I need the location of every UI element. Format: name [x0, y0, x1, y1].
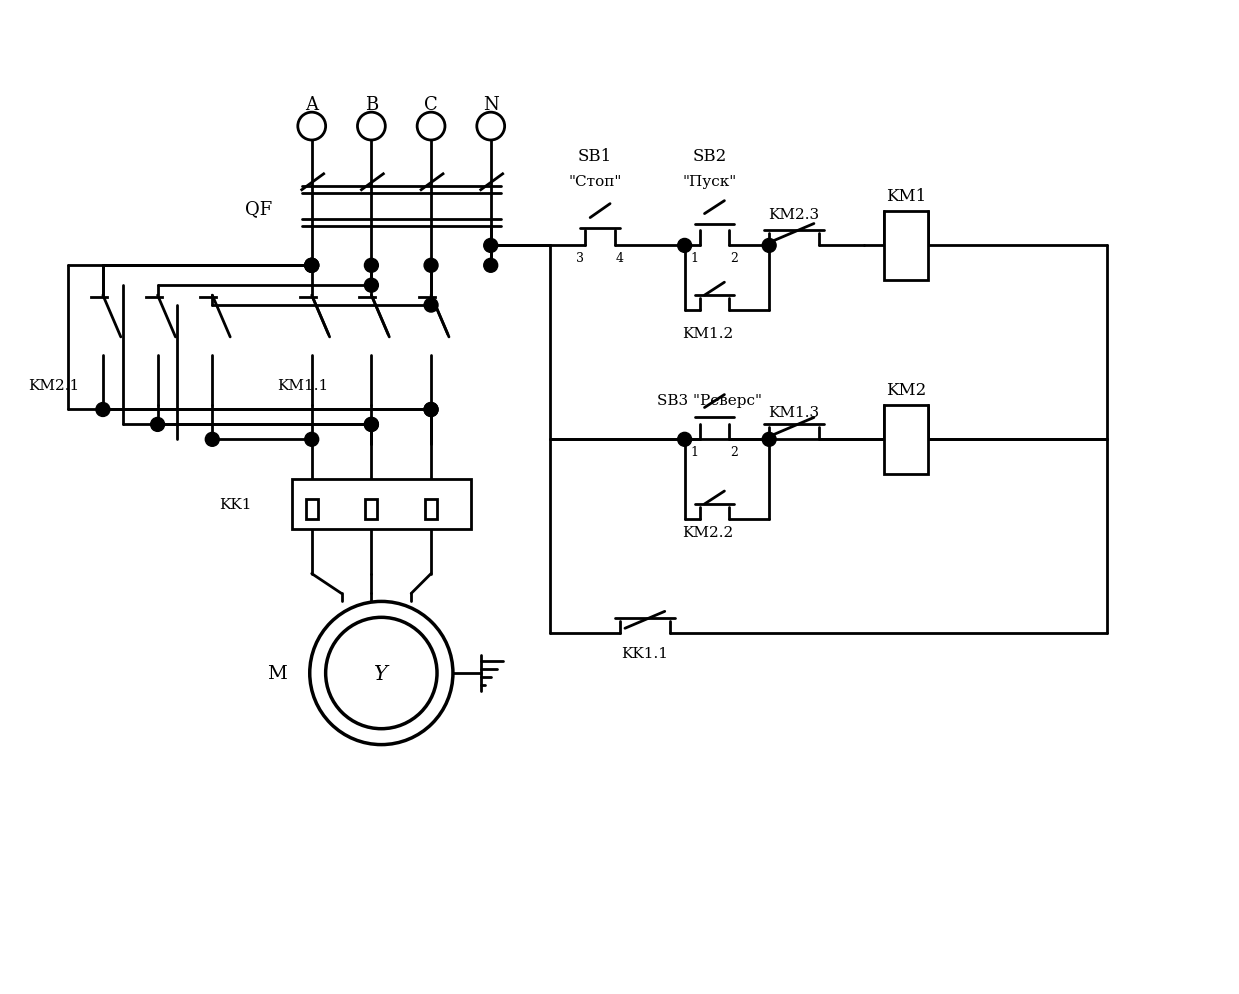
Circle shape: [762, 240, 776, 253]
Text: N: N: [483, 96, 498, 114]
Circle shape: [678, 240, 691, 253]
Bar: [292, 480, 471, 529]
Text: KM2.2: KM2.2: [681, 525, 733, 540]
Text: "Пуск": "Пуск": [683, 175, 737, 189]
Bar: [425, 499, 437, 519]
Text: 2: 2: [731, 445, 738, 458]
Circle shape: [305, 259, 318, 273]
Circle shape: [364, 279, 378, 293]
Text: KM2.3: KM2.3: [768, 208, 819, 222]
Bar: [306, 499, 317, 519]
Text: KK1: KK1: [219, 497, 252, 512]
Circle shape: [424, 259, 439, 273]
Circle shape: [305, 259, 318, 273]
Circle shape: [364, 259, 378, 273]
Text: 1: 1: [690, 445, 699, 458]
Circle shape: [305, 433, 318, 447]
Text: 1: 1: [690, 251, 699, 264]
Text: KK1.1: KK1.1: [621, 646, 668, 660]
Text: "Стоп": "Стоп": [569, 175, 622, 189]
Bar: [883, 406, 928, 475]
Text: C: C: [424, 96, 437, 114]
Circle shape: [151, 418, 165, 432]
Text: B: B: [364, 96, 378, 114]
Text: M: M: [266, 664, 287, 682]
Text: KM2.1: KM2.1: [28, 379, 79, 393]
Circle shape: [364, 418, 378, 432]
Circle shape: [424, 404, 439, 417]
Circle shape: [762, 433, 776, 447]
Bar: [883, 212, 928, 281]
Circle shape: [364, 418, 378, 432]
Text: KM1.2: KM1.2: [681, 327, 733, 341]
Text: KM2: KM2: [886, 382, 926, 399]
Bar: [366, 499, 378, 519]
Circle shape: [424, 299, 439, 313]
Text: Y: Y: [374, 664, 388, 683]
Circle shape: [424, 404, 439, 417]
Circle shape: [305, 259, 318, 273]
Circle shape: [483, 259, 498, 273]
Text: SB2: SB2: [693, 148, 726, 165]
Text: A: A: [305, 96, 318, 114]
Circle shape: [483, 240, 498, 253]
Text: 2: 2: [731, 251, 738, 264]
Text: 4: 4: [616, 251, 624, 264]
Text: KM1.3: KM1.3: [768, 407, 819, 420]
Circle shape: [95, 404, 110, 417]
Circle shape: [206, 433, 219, 447]
Text: KM1: KM1: [886, 188, 926, 205]
Text: SB1: SB1: [579, 148, 612, 165]
Text: QF: QF: [244, 201, 271, 219]
Text: 3: 3: [576, 251, 585, 264]
Text: SB3 "Реверс": SB3 "Реверс": [657, 394, 762, 408]
Text: KM1.1: KM1.1: [278, 379, 328, 393]
Circle shape: [678, 433, 691, 447]
